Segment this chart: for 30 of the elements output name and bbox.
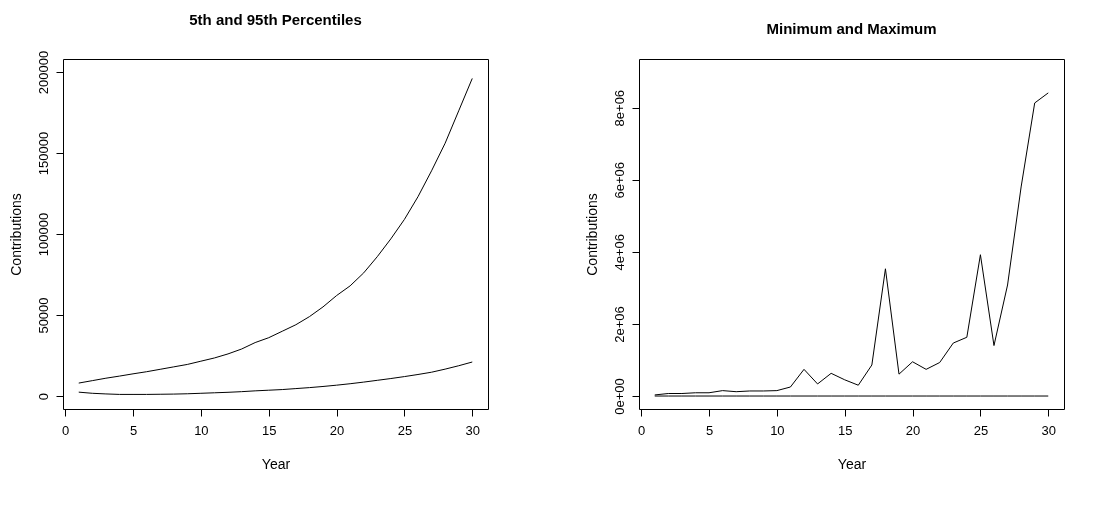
x-tick-label: 0	[638, 422, 646, 438]
y-tick-label: 150000	[35, 131, 51, 176]
y-tick-label: 2e+06	[611, 306, 627, 343]
y-tick-label: 0	[35, 392, 51, 401]
chart-title: Minimum and Maximum	[766, 20, 937, 37]
y-tick-label: 50000	[35, 297, 51, 334]
x-axis-title: Year	[261, 455, 291, 472]
x-tick-label: 20	[905, 422, 921, 438]
x-tick-label: 5	[705, 422, 714, 438]
x-tick-label: 10	[770, 422, 785, 438]
x-tick-label: 25	[973, 422, 989, 438]
x-tick-label: 10	[194, 422, 209, 438]
y-tick-label: 200000	[35, 50, 51, 95]
y-tick-label: 8e+06	[611, 89, 627, 127]
y-axis-title: Contributions	[7, 193, 24, 276]
x-tick-label: 5	[129, 422, 138, 438]
x-tick-label: 15	[261, 422, 277, 438]
y-tick-label: 100000	[35, 212, 51, 257]
x-tick-label: 30	[465, 422, 480, 438]
x-tick-label: 15	[837, 422, 853, 438]
x-tick-label: 30	[1041, 422, 1056, 438]
x-tick-label: 20	[329, 422, 345, 438]
y-tick-label: 6e+06	[611, 161, 627, 199]
x-tick-label: 25	[397, 422, 413, 438]
x-tick-label: 0	[62, 422, 70, 438]
y-tick-label: 0e+00	[611, 378, 627, 415]
chart-title: 5th and 95th Percentiles	[189, 11, 362, 29]
y-axis-title: Contributions	[583, 193, 600, 276]
x-axis-title: Year	[837, 455, 867, 472]
y-tick-label: 4e+06	[611, 234, 627, 271]
